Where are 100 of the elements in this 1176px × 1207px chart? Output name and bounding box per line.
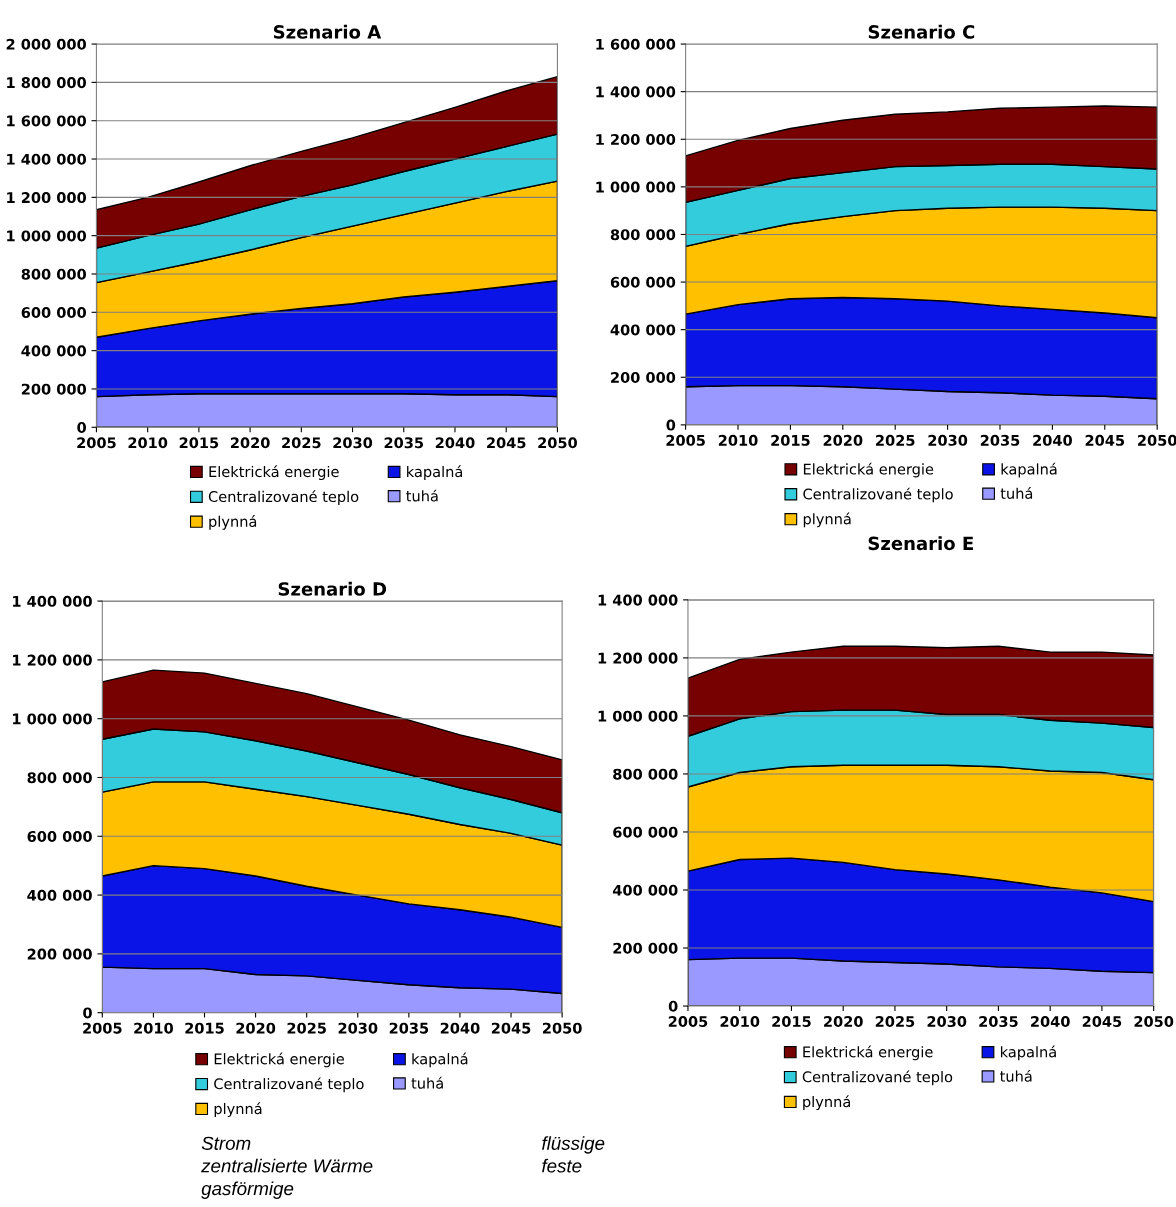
legend-label: plynná — [803, 512, 851, 528]
y-tick-label: 200 000 — [613, 942, 678, 954]
y-tick-label: 1 800 000 — [7, 77, 87, 89]
legend-label: Centralizované teplo — [802, 1070, 953, 1086]
y-tick-label: 1 400 000 — [598, 594, 678, 606]
x-tick-label: 2010 — [134, 1022, 173, 1034]
y-tick-label: 1 000 000 — [13, 713, 92, 725]
chart-title: Szenario E — [868, 536, 973, 551]
x-tick-label: 2050 — [1138, 434, 1176, 446]
x-tick-label: 2025 — [876, 434, 915, 446]
x-tick-label: 2025 — [875, 1016, 915, 1028]
x-tick-label: 2015 — [772, 1016, 811, 1028]
y-tick-label: 200 000 — [27, 948, 92, 960]
y-tick-label: 1 400 000 — [596, 86, 676, 98]
y-tick-label: 600 000 — [27, 831, 92, 843]
y-tick-label: 400 000 — [612, 884, 678, 896]
legend-label: kapalná — [1001, 462, 1057, 478]
y-tick-label: 1 000 000 — [596, 181, 676, 193]
x-tick-label: 2010 — [720, 1016, 760, 1028]
x-tick-label: 2005 — [77, 437, 116, 449]
x-tick-label: 2020 — [236, 1022, 276, 1034]
x-tick-label: 2040 — [440, 1022, 480, 1034]
y-tick-label: 600 000 — [21, 307, 87, 319]
legend-label: kapalná — [1000, 1045, 1056, 1061]
x-tick-label: 2005 — [666, 434, 705, 446]
y-tick-label: 200 000 — [21, 383, 87, 395]
legend-label: plynná — [214, 1102, 262, 1118]
x-tick-label: 2035 — [384, 437, 424, 449]
x-tick-label: 2045 — [1082, 1016, 1122, 1028]
legend-label: plynná — [209, 515, 257, 530]
x-tick-label: 2025 — [287, 1022, 326, 1034]
x-tick-label: 2015 — [185, 1022, 224, 1034]
y-tick-label: 400 000 — [21, 345, 87, 357]
legend-label: kapalná — [407, 465, 462, 481]
x-tick-label: 2050 — [542, 1022, 582, 1034]
text: flüssige — [542, 1136, 605, 1154]
x-tick-label: 2030 — [927, 1016, 967, 1028]
x-tick-label: 2010 — [128, 437, 168, 449]
x-tick-label: 2030 — [333, 437, 373, 449]
y-tick-label: 0 — [83, 1007, 92, 1019]
legend-label: tuhá — [1000, 1069, 1032, 1082]
y-tick-label: 600 000 — [613, 826, 678, 838]
legend-label: Elektrická energie — [214, 1052, 344, 1068]
x-tick-label: 2045 — [1085, 434, 1125, 446]
x-tick-label: 2005 — [83, 1022, 122, 1034]
x-tick-label: 2020 — [823, 434, 863, 446]
y-tick-label: 0 — [77, 421, 87, 434]
y-tick-label: 800 000 — [21, 268, 87, 280]
legend-label: tuhá — [406, 489, 438, 502]
x-tick-label: 2035 — [389, 1022, 429, 1034]
x-tick-label: 2010 — [718, 434, 758, 446]
text: feste — [542, 1158, 582, 1173]
x-tick-label: 2015 — [771, 434, 810, 446]
y-tick-label: 800 000 — [613, 768, 678, 780]
x-tick-label: 2040 — [1031, 1016, 1070, 1028]
x-tick-label: 2045 — [487, 437, 526, 449]
x-tick-label: 2030 — [928, 434, 968, 446]
text: gasförmige — [201, 1181, 294, 1199]
chart-title: Szenario C — [868, 24, 975, 39]
legend-label: kapalná — [412, 1052, 468, 1068]
x-tick-label: 2020 — [230, 437, 270, 449]
x-tick-label: 2045 — [491, 1022, 531, 1034]
x-tick-label: 2035 — [980, 434, 1020, 446]
legend-label: Elektrická energie — [803, 1045, 933, 1061]
legend-label: plynná — [803, 1095, 850, 1111]
y-tick-label: 2 000 000 — [6, 38, 87, 50]
chart-title: Szenario A — [273, 24, 382, 39]
y-tick-label: 1 200 000 — [596, 133, 676, 146]
x-tick-label: 2020 — [824, 1016, 863, 1028]
x-tick-label: 2005 — [668, 1016, 708, 1028]
y-tick-label: 1 000 000 — [7, 230, 87, 242]
legend-label: Centralizované teplo — [208, 490, 359, 505]
legend-label: Centralizované teplo — [214, 1077, 364, 1093]
y-tick-label: 0 — [666, 419, 676, 431]
x-tick-label: 2050 — [538, 437, 578, 449]
text: zentralisierte Wärme — [201, 1158, 373, 1173]
y-tick-label: 800 000 — [610, 229, 676, 241]
x-tick-label: 2015 — [179, 437, 219, 449]
y-tick-label: 1 000 000 — [598, 710, 678, 722]
legend-label: tuhá — [1000, 487, 1033, 499]
y-tick-label: 0 — [668, 1000, 678, 1012]
x-tick-label: 2025 — [282, 437, 321, 449]
y-tick-label: 1 200 000 — [598, 652, 678, 664]
chart-title: Szenario D — [278, 581, 387, 596]
text: Strom — [201, 1136, 251, 1150]
y-tick-label: 600 000 — [610, 276, 676, 288]
y-tick-label: 1 600 000 — [596, 38, 676, 50]
y-tick-label: 200 000 — [611, 371, 676, 384]
y-tick-label: 1 600 000 — [7, 115, 87, 127]
y-tick-label: 1 200 000 — [13, 654, 92, 666]
y-tick-label: 800 000 — [27, 772, 92, 784]
x-tick-label: 2030 — [338, 1022, 378, 1034]
y-tick-label: 400 000 — [27, 889, 92, 901]
legend-label: tuhá — [411, 1076, 443, 1089]
y-tick-label: 1 200 000 — [7, 192, 87, 204]
y-tick-label: 1 400 000 — [13, 595, 92, 607]
legend-label: Elektrická energie — [209, 465, 339, 481]
x-tick-label: 2040 — [435, 437, 475, 449]
legend-label: Centralizované teplo — [803, 487, 953, 503]
x-tick-label: 2035 — [979, 1016, 1018, 1028]
